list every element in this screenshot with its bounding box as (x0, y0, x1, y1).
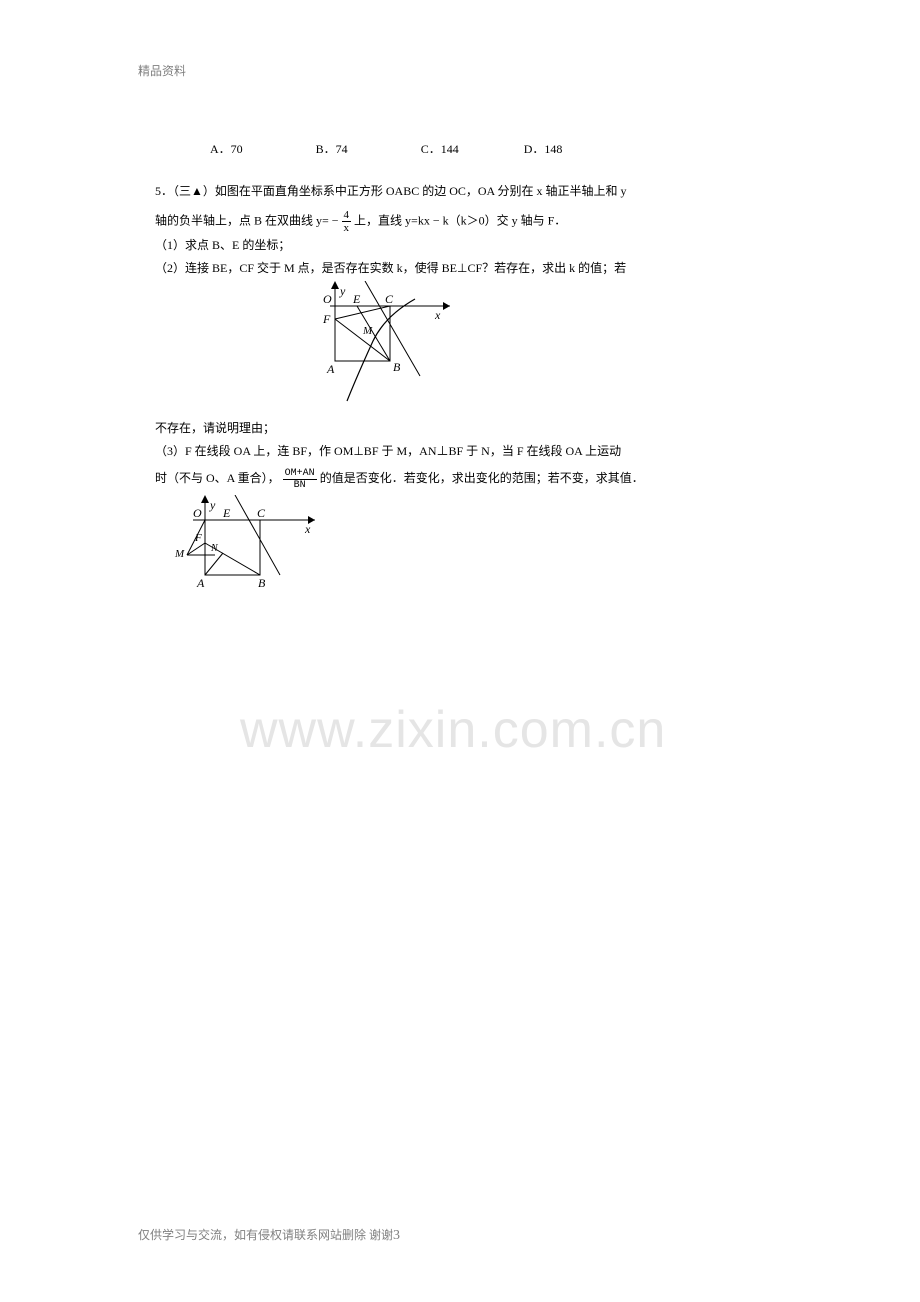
problem-5-line3: 时（不与 O、A 重合）， OM+AN BN 的值是否变化．若变化，求出变化的范… (155, 467, 765, 491)
label-x: x (434, 308, 441, 322)
fraction-om-an-over-bn: OM+AN BN (283, 468, 317, 491)
problem-5-part1: （1）求点 B、E 的坐标； (155, 234, 765, 257)
label2-y: y (209, 498, 216, 512)
problem-5-line3a: 时（不与 O、A 重合）， (155, 471, 280, 485)
label-O: O (323, 292, 332, 306)
answer-options: A．70 B．74 C．144 D．148 (155, 140, 765, 157)
footer-label: 仅供学习与交流，如有侵权请联系网站删除 谢谢 (138, 1228, 393, 1242)
label2-M: M (174, 548, 185, 560)
option-d: D．148 (524, 140, 563, 157)
label2-x: x (304, 522, 311, 536)
fraction-num: 4 (342, 209, 352, 222)
option-c: C．144 (421, 140, 459, 157)
problem-5-line2: 轴的负半轴上，点 B 在双曲线 y= − 4 x 上，直线 y=kx − k（k… (155, 209, 765, 234)
fraction-den: x (342, 222, 352, 234)
page-number: 3 (393, 1228, 400, 1243)
fraction2-den: BN (283, 480, 317, 491)
label2-A: A (196, 576, 205, 590)
label2-B: B (258, 576, 266, 590)
option-b: B．74 (316, 140, 348, 157)
problem-5-line1: 5．（三▲）如图在平面直角坐标系中正方形 OABC 的边 OC，OA 分别在 x… (155, 181, 765, 203)
label2-F: F (194, 532, 202, 544)
diagram-2: y x O E C F M N A B (165, 495, 765, 619)
label-B: B (393, 360, 401, 374)
fraction-4-over-x: 4 x (342, 209, 352, 234)
label-F: F (322, 312, 331, 326)
label-y: y (339, 284, 346, 298)
problem-5-part2: （2）连接 BE，CF 交于 M 点，是否存在实数 k，使得 BE⊥CF？若存在… (155, 257, 765, 280)
diagram-1: y x O E C F M A B (285, 281, 765, 415)
watermark: www.zixin.com.cn (240, 700, 666, 760)
label2-E: E (222, 506, 231, 520)
label2-O: O (193, 506, 202, 520)
option-a: A．70 (210, 140, 243, 157)
label-A: A (326, 362, 335, 376)
content-area: A．70 B．74 C．144 D．148 5．（三▲）如图在平面直角坐标系中正… (155, 140, 765, 619)
label2-N: N (210, 543, 219, 554)
label2-C: C (257, 506, 266, 520)
label-C: C (385, 292, 394, 306)
problem-5-line2a: 轴的负半轴上，点 B 在双曲线 y= − (155, 213, 339, 227)
header-text: 精品资料 (138, 62, 186, 79)
fraction2-num: OM+AN (283, 468, 317, 480)
footer-text: 仅供学习与交流，如有侵权请联系网站删除 谢谢3 (138, 1226, 400, 1244)
problem-5-line2b: 上，直线 y=kx − k（k＞0）交 y 轴与 F． (354, 213, 566, 227)
problem-5-line3b: 的值是否变化．若变化，求出变化的范围；若不变，求其值． (320, 471, 644, 485)
label-E: E (352, 292, 361, 306)
problem-5-part3: （3）F 在线段 OA 上，连 BF，作 OM⊥BF 于 M，AN⊥BF 于 N… (155, 440, 765, 463)
problem-5-continue1: 不存在，请说明理由； (155, 417, 765, 440)
label-M: M (362, 325, 373, 337)
